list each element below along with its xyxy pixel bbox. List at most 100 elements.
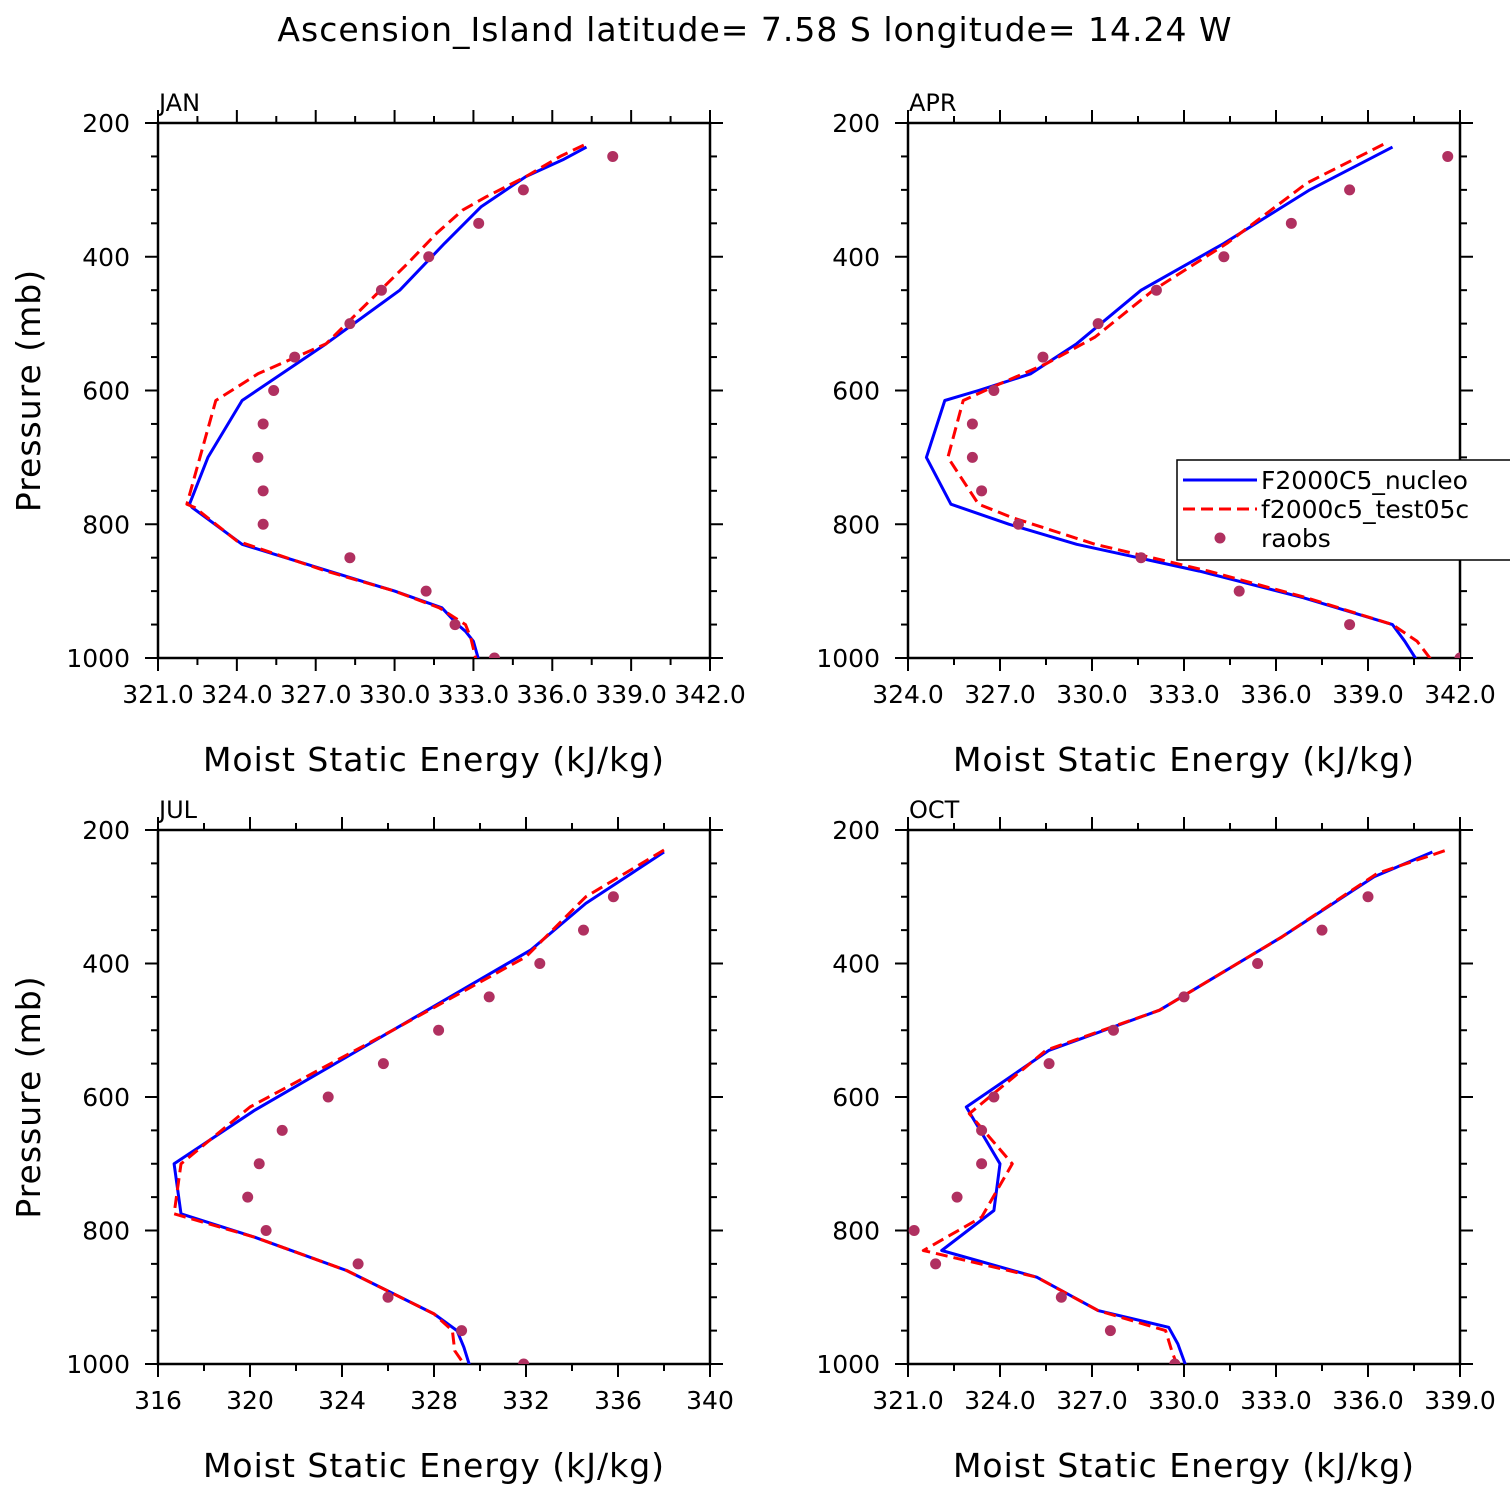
obs-point [1037, 351, 1049, 363]
x-tick-label: 339.0 [595, 680, 667, 709]
obs-point [483, 991, 495, 1003]
obs-point [517, 184, 529, 196]
x-tick-label: 327.0 [964, 680, 1036, 709]
x-tick-label: 340 [686, 1386, 734, 1415]
series-line-model2 [185, 143, 585, 658]
obs-point [1178, 991, 1190, 1003]
x-tick-label: 327.0 [1056, 1386, 1128, 1415]
obs-point [1104, 1325, 1116, 1337]
obs-point [976, 1124, 988, 1136]
obs-point [377, 1058, 389, 1070]
y-tick-label: 800 [82, 1217, 130, 1246]
y-tick-label: 400 [82, 950, 130, 979]
obs-point [257, 418, 269, 430]
obs-point [988, 385, 1000, 396]
legend-box [1176, 459, 1510, 561]
x-tick-label: 316 [134, 1386, 182, 1415]
obs-point [289, 351, 301, 363]
obs-point [908, 1225, 920, 1236]
obs-point [344, 318, 356, 330]
y-tick-label: 600 [832, 1083, 880, 1112]
data-layer [172, 848, 665, 1364]
panel-apr: 324.0 327.0 330.0 333.0 336.0 339.0 342.0 200 40… [816, 89, 1495, 779]
panel-oct: 321.0 324.0 327.0 330.0 333.0 336.0 339.0 200 40… [816, 796, 1495, 1485]
obs-point [966, 418, 978, 430]
obs-point [253, 1158, 265, 1170]
obs-point [1362, 891, 1374, 903]
y-tick-label: 400 [832, 243, 880, 272]
x-tick-label: 320 [226, 1386, 274, 1415]
obs-point [578, 924, 589, 936]
y-axis-title: Pressure (mb) [9, 975, 48, 1218]
x-tick-label: 321.0 [122, 680, 194, 709]
obs-point [449, 619, 461, 631]
y-tick-label: 1000 [66, 644, 130, 673]
legend-marker-raobs [1214, 532, 1226, 544]
x-tick-label: 324.0 [201, 680, 273, 709]
obs-point [966, 451, 978, 463]
obs-point [1344, 184, 1356, 196]
obs-point [433, 1024, 445, 1036]
figure-title: Ascension_Island latitude= 7.58 S longit… [277, 10, 1233, 49]
obs-point [1233, 585, 1245, 597]
data-layer [908, 849, 1446, 1364]
obs-point [1169, 1358, 1181, 1364]
obs-point [1285, 217, 1297, 229]
y-tick-label: 800 [832, 510, 880, 539]
series-line-model2 [946, 143, 1432, 658]
obs-point [420, 585, 432, 597]
x-tick-label: 328 [410, 1386, 458, 1415]
x-tick-label: 333.0 [1148, 680, 1220, 709]
series-line-model2 [172, 848, 665, 1364]
x-tick-label: 339.0 [1332, 680, 1404, 709]
obs-point [1218, 251, 1230, 263]
x-tick-label: 336.0 [1240, 680, 1312, 709]
data-layer [924, 143, 1460, 658]
obs-point [930, 1258, 942, 1270]
y-tick-label: 600 [82, 377, 130, 406]
x-tick-label: 321.0 [872, 1386, 944, 1415]
series-line-model1 [924, 145, 1418, 658]
obs-point [534, 958, 546, 969]
y-axis-title: Pressure (mb) [9, 269, 48, 512]
panel-jan: 321.0 324.0 327.0 330.0 333.0 336.0 339.0 342.0… [9, 89, 746, 779]
x-axis-title: Moist Static Energy (kJ/kg) [953, 1446, 1415, 1485]
x-tick-label: 327.0 [280, 680, 352, 709]
obs-point [1055, 1291, 1067, 1303]
legend-label: f2000c5_test05c [1261, 495, 1469, 524]
obs-point [1107, 1024, 1119, 1036]
obs-point [344, 552, 356, 564]
x-tick-label: 336.0 [516, 680, 588, 709]
x-tick-label: 336.0 [1332, 1386, 1404, 1415]
obs-point [257, 518, 269, 530]
obs-point [1092, 318, 1104, 330]
panel-title: APR [909, 89, 957, 117]
y-tick-label: 1000 [816, 644, 880, 673]
obs-point [473, 217, 485, 229]
obs-point [1316, 924, 1328, 936]
obs-point [382, 1291, 394, 1303]
obs-point [1150, 284, 1162, 296]
obs-point [1043, 1058, 1055, 1070]
x-tick-label: 339.0 [1424, 1386, 1496, 1415]
x-axis-title: Moist Static Energy (kJ/kg) [203, 1446, 665, 1485]
x-axis-title: Moist Static Energy (kJ/kg) [203, 740, 665, 779]
obs-point [276, 1124, 288, 1136]
y-tick-label: 800 [832, 1217, 880, 1246]
x-tick-label: 330.0 [1056, 680, 1128, 709]
legend-label: raobs [1261, 524, 1331, 553]
x-tick-label: 324 [318, 1386, 366, 1415]
x-tick-label: 324.0 [964, 1386, 1036, 1415]
obs-point [1135, 552, 1147, 564]
y-tick-label: 200 [832, 109, 880, 138]
obs-point [518, 1358, 530, 1364]
y-tick-label: 400 [82, 243, 130, 272]
obs-point [976, 485, 988, 497]
series-line-model1 [188, 145, 588, 658]
x-tick-label: 324.0 [872, 680, 944, 709]
x-tick-label: 330.0 [1148, 1386, 1220, 1415]
panel-title: OCT [909, 796, 960, 824]
obs-point [242, 1191, 254, 1203]
series-line-model2 [921, 849, 1446, 1364]
x-tick-label: 332 [502, 1386, 550, 1415]
